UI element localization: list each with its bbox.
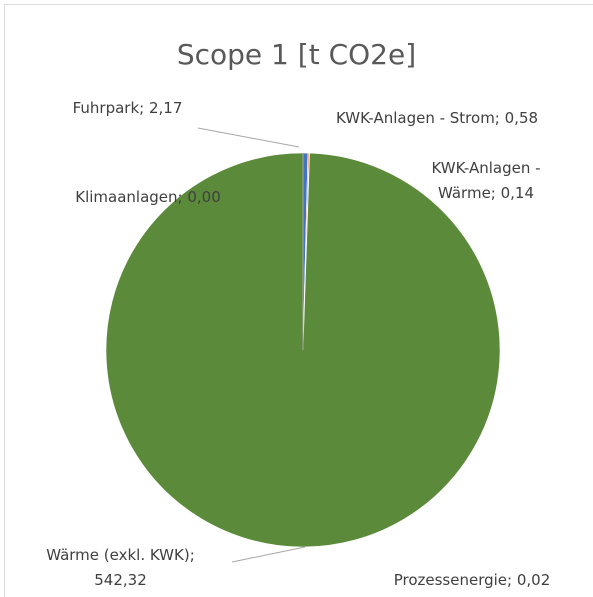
- data-label: Fuhrpark; 2,17: [72, 99, 183, 117]
- data-label: KWK-Anlagen - Strom; 0,58: [335, 109, 539, 127]
- data-label: Klimaanlagen; 0,00: [75, 188, 221, 206]
- chart-border: [4, 4, 593, 597]
- chart-title: Scope 1 [t CO2e]: [176, 38, 417, 71]
- data-label: KWK-Anlagen - Wärme; 0,14: [431, 159, 541, 202]
- data-label: Wärme (exkl. KWK); 542,32: [46, 546, 195, 589]
- leader-line: [197, 127, 300, 148]
- leader-line: [231, 546, 306, 563]
- data-label: Prozessenergie; 0,02: [393, 571, 551, 589]
